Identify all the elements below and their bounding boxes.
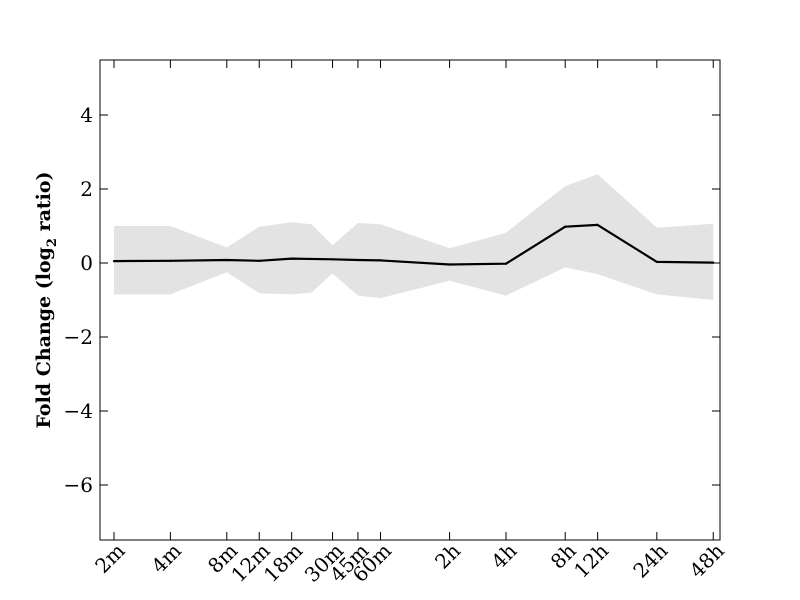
x-tick-label: 12h: [569, 538, 613, 582]
data-point: [225, 258, 228, 262]
y-ticks: 4 2 0 −2 −4 −6: [64, 103, 720, 497]
data-point: [112, 260, 116, 263]
y-axis-label-subscript: 2: [45, 238, 60, 247]
y-axis-label: Fold Change (log2 ratio): [33, 171, 60, 428]
data-point: [356, 258, 359, 262]
y-tick-label: 2: [80, 177, 93, 201]
y-tick-label: −2: [64, 325, 93, 349]
y-tick-label: 4: [80, 103, 93, 127]
x-tick-label: 18m: [259, 539, 307, 587]
x-tick-label: 2m: [90, 539, 129, 578]
data-point: [564, 225, 567, 228]
y-tick-label: −6: [64, 473, 93, 497]
confidence-band: [114, 174, 714, 300]
data-point: [258, 259, 261, 262]
data-point: [504, 262, 508, 265]
x-tick-label: 24h: [628, 538, 672, 582]
x-tick-label: 48h: [685, 538, 729, 582]
data-point: [290, 257, 293, 260]
y-axis-label-suffix: ratio): [33, 171, 55, 238]
data-point: [169, 259, 172, 262]
data-point: [379, 259, 382, 262]
x-tick-label: 2h: [430, 538, 465, 573]
y-tick-label: −4: [64, 399, 93, 423]
data-point: [596, 223, 599, 226]
data-point: [331, 258, 334, 261]
data-point: [448, 263, 451, 266]
x-tick-label: 4h: [486, 538, 521, 573]
y-tick-label: 0: [80, 251, 93, 275]
data-point: [655, 260, 659, 263]
y-axis-label-main: Fold Change (log: [33, 247, 55, 428]
x-tick-label: 4m: [147, 539, 186, 578]
series-line: [113, 223, 714, 266]
confidence-band-layer: [114, 174, 714, 300]
plot-frame: [99, 59, 721, 541]
